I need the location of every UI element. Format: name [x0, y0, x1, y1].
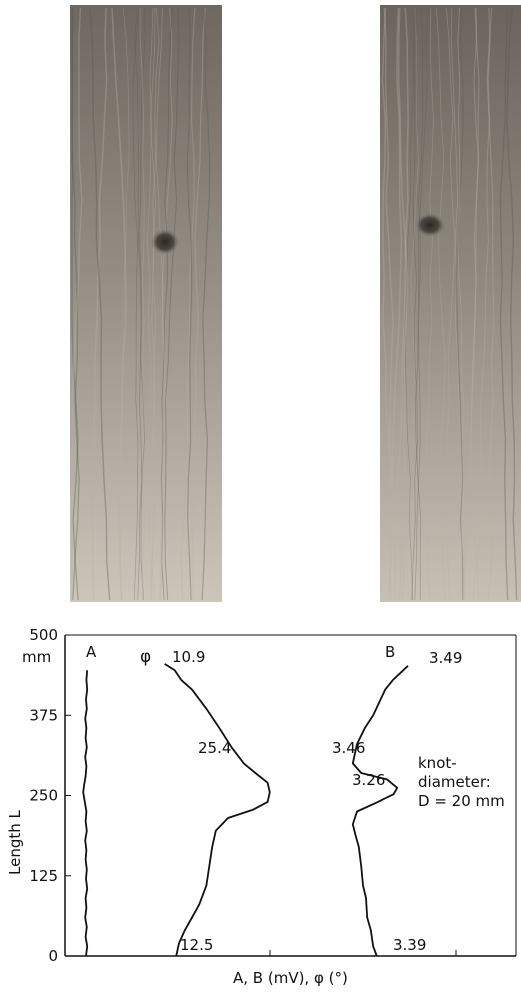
- grain-line: [191, 7, 206, 600]
- curve-labels: 10.9 25.4 12.5 3.49 3.46 3.26 3.39: [172, 648, 462, 954]
- y-tick-label: 500: [29, 626, 58, 644]
- grain-line: [155, 7, 166, 601]
- y-tick-label: 250: [29, 787, 58, 805]
- grain-line: [506, 7, 518, 601]
- left-board: [70, 5, 222, 602]
- y-tick-label: 0: [48, 947, 58, 965]
- right-board: [380, 5, 521, 602]
- grain-line: [180, 7, 196, 601]
- data-label: 10.9: [172, 648, 205, 666]
- grain-line: [396, 7, 409, 601]
- curves: [82, 663, 409, 957]
- wood-grain: [71, 7, 518, 601]
- series-line-a: [82, 670, 89, 957]
- grain-line: [186, 7, 193, 601]
- data-label: 3.39: [393, 936, 426, 954]
- y-tick-label: 125: [29, 867, 58, 885]
- grain-line: [444, 7, 456, 601]
- grain-line: [150, 7, 160, 601]
- knot-annotation-line2: diameter:: [418, 773, 491, 791]
- grain-line: [160, 7, 173, 601]
- grain-line: [470, 7, 480, 601]
- grain-line: [71, 8, 79, 601]
- knot-annotation-line1: knot-: [418, 754, 457, 772]
- y-ticks: 0 125 250 375 500: [29, 626, 71, 965]
- grain-line: [415, 7, 429, 600]
- grain-line: [134, 7, 145, 601]
- grain-line: [404, 7, 415, 601]
- grain-line: [426, 7, 434, 601]
- data-label: 3.49: [429, 649, 462, 667]
- series-marker-a: A: [86, 643, 97, 661]
- grain-line: [381, 7, 392, 601]
- grain-line: [164, 7, 180, 601]
- right-knot: [415, 213, 445, 237]
- knot-annotation-line3: D = 20 mm: [418, 792, 505, 810]
- y-tick-label: 375: [29, 706, 58, 724]
- wood-boards-photo: [70, 5, 521, 602]
- data-label: 3.26: [352, 771, 385, 789]
- grain-line: [137, 7, 146, 601]
- grain-line: [450, 7, 466, 601]
- grain-line: [89, 7, 111, 601]
- grain-line: [71, 7, 83, 600]
- y-axis-label: Length L: [6, 809, 24, 875]
- grain-line: [398, 7, 409, 601]
- grain-line: [90, 7, 108, 601]
- grain-line: [149, 8, 157, 601]
- data-label: 3.46: [332, 739, 365, 757]
- x-axis-label: A, B (mV), φ (°): [233, 969, 348, 987]
- series-line-b: [351, 665, 409, 957]
- left-knot: [151, 229, 179, 255]
- series-line-phi: [164, 663, 271, 957]
- grain-line: [387, 7, 403, 601]
- series-marker-b: B: [385, 643, 395, 661]
- grain-line: [119, 7, 130, 601]
- grain-line: [132, 7, 140, 601]
- grain-line: [435, 7, 446, 601]
- grain-line: [477, 7, 491, 600]
- grain-line: [406, 7, 419, 601]
- y-unit-label: mm: [22, 648, 51, 666]
- grain-line: [414, 7, 424, 601]
- grain-line: [462, 7, 480, 601]
- grain-line: [383, 7, 396, 601]
- series-marker-phi: φ: [140, 647, 151, 667]
- grain-line: [111, 7, 127, 601]
- grain-line: [146, 7, 154, 601]
- grain-line: [159, 7, 173, 601]
- grain-line: [499, 7, 509, 601]
- grain-line: [455, 7, 464, 601]
- data-label: 25.4: [198, 739, 231, 757]
- grain-line: [456, 7, 464, 601]
- grain-line: [411, 7, 418, 601]
- grain-line: [201, 7, 211, 601]
- grain-line: [71, 7, 80, 601]
- grain-line: [139, 7, 146, 601]
- measurement-chart: 0 125 250 375 500 mm Length L A, B (mV), φ (…: [6, 626, 517, 987]
- data-label: 12.5: [180, 936, 213, 954]
- grain-line: [486, 7, 495, 601]
